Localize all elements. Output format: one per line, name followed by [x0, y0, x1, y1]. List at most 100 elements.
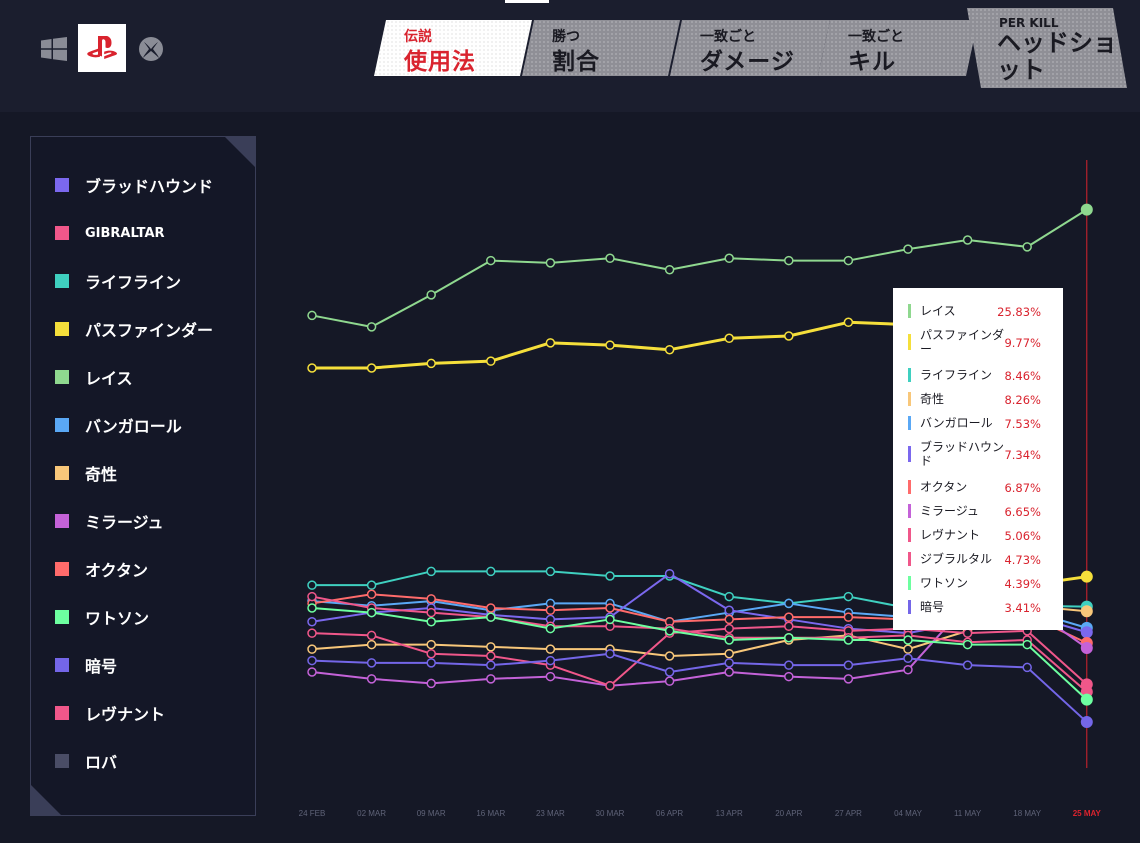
legend-item-mirage[interactable]: ミラージュ — [55, 511, 164, 532]
legend-label: パスファインダー — [85, 321, 214, 340]
data-point — [307, 655, 317, 666]
x-tick-label: 27 APR — [835, 809, 862, 818]
data-point — [664, 344, 675, 355]
legend-swatch — [55, 322, 69, 336]
tab-line2: ヘッドショット — [997, 29, 1117, 84]
data-point — [724, 667, 734, 677]
data-point — [366, 674, 377, 684]
legend-item-pathfinder[interactable]: パスファインダー — [55, 319, 214, 340]
tab-line2: ダメージ — [700, 49, 795, 75]
hover-tooltip: レイス 25.83% パスファインダー 9.77% ライフライン 8.46% 奇… — [893, 288, 1063, 630]
legend-item-octane[interactable]: オクタン — [55, 559, 148, 580]
data-point — [843, 591, 854, 602]
data-point — [605, 253, 615, 264]
legend-item-caustic[interactable]: 奇性 — [55, 463, 117, 484]
data-point — [307, 363, 317, 373]
tooltip-value: 6.65% — [1004, 505, 1041, 519]
series-end-point — [1080, 203, 1093, 216]
legend-swatch — [55, 370, 69, 384]
data-point — [366, 322, 377, 332]
data-point — [426, 290, 436, 300]
data-point — [1022, 639, 1032, 650]
data-point — [605, 603, 615, 613]
data-point — [486, 660, 496, 670]
chart-x-axis: 24 FEB 02 MAR 09 MAR 16 MAR 23 MAR 30 MAR 06 A… — [299, 809, 1102, 818]
legend-item-crypto[interactable]: 暗号 — [55, 655, 118, 676]
legend-item-bloodhound[interactable]: ブラッドハウンド — [55, 175, 213, 196]
data-point — [1022, 242, 1032, 252]
data-point — [784, 671, 794, 682]
data-point — [545, 623, 556, 634]
legend-item-wraith[interactable]: レイス — [55, 367, 133, 388]
series-end-point — [1080, 626, 1093, 639]
tab-legend-usage[interactable]: 伝説 使用法 — [374, 20, 532, 76]
xbox-platform-button[interactable] — [137, 35, 165, 63]
tooltip-name: レヴナント — [920, 528, 981, 542]
x-tick-label: 20 APR — [775, 809, 802, 818]
legend-swatch — [55, 514, 69, 528]
legend-label: ミラージュ — [85, 513, 164, 532]
data-point — [486, 255, 496, 266]
tab-damage-per-match[interactable]: 一致ごと ダメージ — [670, 20, 830, 76]
tab-win-rate[interactable]: 勝つ 割合 — [522, 20, 680, 76]
data-point — [724, 605, 734, 616]
windows-platform-button[interactable] — [40, 36, 68, 62]
data-point — [545, 644, 556, 654]
legend-swatch — [55, 274, 69, 288]
tooltip-value: 25.83% — [997, 305, 1041, 319]
legend-swatch — [55, 418, 69, 432]
x-tick-label: 09 MAR — [417, 809, 446, 818]
legend-label: ロバ — [85, 753, 118, 772]
data-point — [903, 653, 913, 664]
legend-label: 暗号 — [85, 657, 118, 676]
data-point — [843, 674, 854, 684]
data-point — [307, 616, 317, 627]
data-point — [486, 603, 496, 613]
legend-item-wattson[interactable]: ワトソン — [55, 607, 150, 628]
series-end-point — [1080, 693, 1093, 706]
legend-label: レイス — [85, 369, 133, 388]
data-point — [724, 614, 734, 625]
data-point — [784, 612, 794, 622]
data-point — [426, 639, 436, 650]
data-point — [545, 258, 556, 268]
data-point — [784, 632, 794, 643]
data-point — [545, 671, 556, 682]
data-point — [962, 235, 973, 245]
data-point — [664, 568, 675, 579]
legend-item-lifeline[interactable]: ライフライン — [55, 271, 181, 292]
data-point — [724, 591, 734, 602]
data-point — [486, 612, 496, 622]
legend-item-gibraltar[interactable]: GIBRALTAR — [55, 223, 165, 243]
data-point — [307, 310, 317, 321]
data-point — [426, 607, 436, 618]
tab-line2: 使用法 — [404, 49, 476, 75]
data-point — [605, 571, 615, 581]
data-point — [784, 255, 794, 266]
tab-kills-per-match[interactable]: 一致ごと キル — [818, 20, 978, 76]
tab-line1: 勝つ — [552, 29, 580, 45]
data-point — [843, 660, 854, 670]
legend-label: バンガロール — [85, 417, 182, 436]
legend-label: ワトソン — [85, 609, 150, 628]
tooltip-value: 9.77% — [1004, 336, 1041, 350]
tooltip-swatch — [908, 368, 911, 382]
series-line — [311, 652, 1088, 723]
playstation-icon — [87, 36, 117, 59]
legend-item-loba[interactable]: ロバ — [55, 751, 118, 772]
legend-item-revenant[interactable]: レヴナント — [55, 703, 165, 724]
data-point — [784, 621, 794, 632]
data-point — [486, 356, 496, 366]
tooltip-swatch — [908, 552, 911, 566]
data-point — [307, 628, 317, 638]
data-point — [724, 623, 734, 634]
tab-line1: PER KILL — [999, 16, 1059, 30]
data-point — [724, 658, 734, 668]
tooltip-name: ライフライン — [920, 368, 993, 382]
tab-headshots-per-kill[interactable]: PER KILL ヘッドショット — [967, 8, 1127, 88]
legend-swatch — [55, 226, 69, 240]
playstation-platform-button[interactable] — [78, 24, 126, 72]
tooltip-swatch — [908, 576, 911, 590]
data-point — [366, 580, 377, 590]
legend-item-bangalore[interactable]: バンガロール — [55, 415, 182, 436]
